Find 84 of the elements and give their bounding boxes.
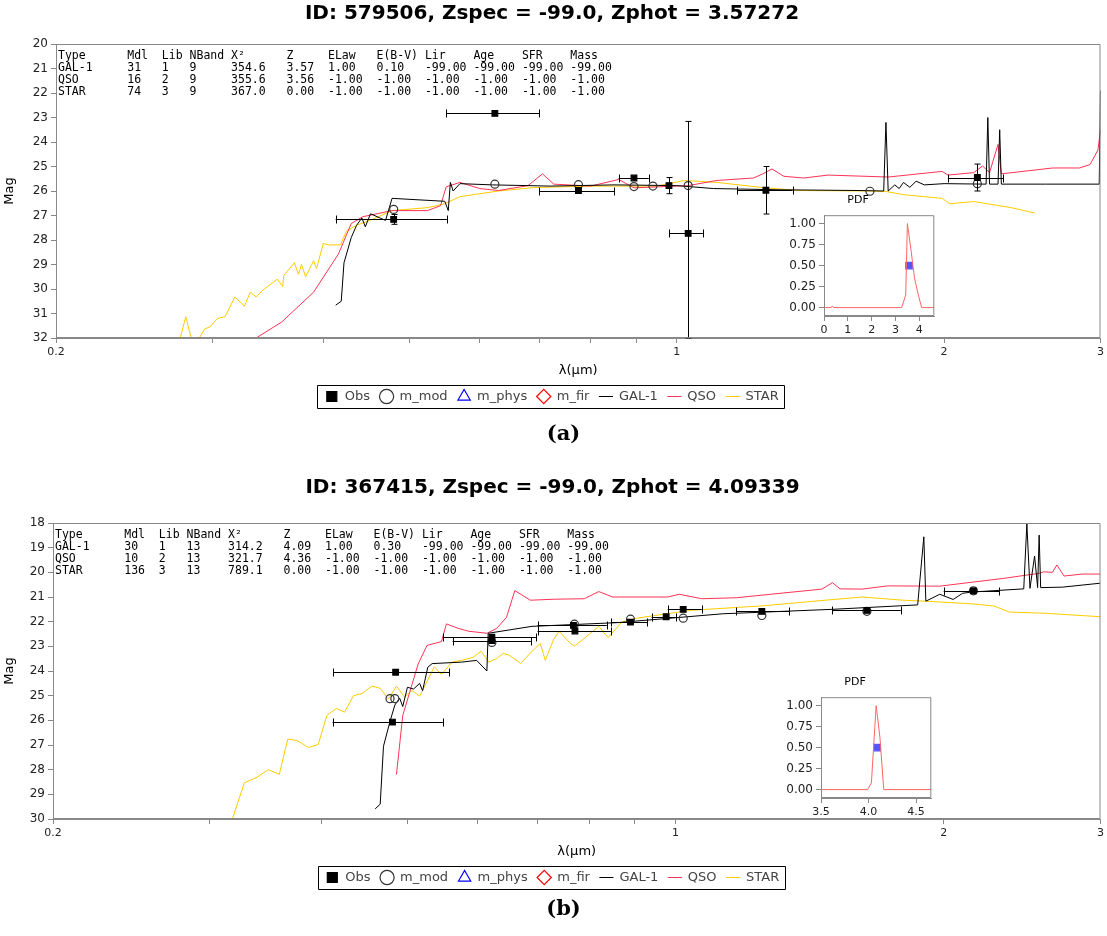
legend-label: STAR [745,387,779,403]
x-tick-label: 1 [672,826,680,840]
y-tick-label: 30 [32,281,48,296]
legend-label: m_mod [399,387,448,403]
y-tick-label: 22 [29,613,45,628]
y-tick-label: 22 [32,85,48,100]
x-tick-label: 0.2 [44,826,62,840]
y-tick-label: 0.25 [789,278,816,293]
y-tick-label: 27 [29,737,45,752]
x-tick-label: 1 [844,323,852,337]
text: (b) [546,895,581,920]
y-tick-label: 29 [32,256,48,271]
x-tick-label: 4.5 [907,805,925,819]
chart-title: ID: 579506, Zspec = -99.0, Zphot = 3.57272 [304,0,800,25]
y-tick-label: 21 [29,589,45,604]
y-tick-label: 20 [32,36,48,51]
legend-label: QSO [687,868,717,884]
annotation: QSO 10 2 13 321.7 4.36 -1.00 -1.00 -1.00 -1.00 -1.00 -1.00 [55,551,603,565]
y-tick-label: 1.00 [789,215,816,230]
legend-label: m_phys [477,868,528,884]
y-tick-label: 24 [29,663,45,678]
y-tick-label: 19 [29,539,45,554]
y-tick-label: 23 [29,638,45,653]
y-tick-label: 31 [32,305,48,320]
y-tick-label: 23 [32,109,48,124]
y-tick-label: 0.75 [789,236,816,251]
y-tick-label: 27 [32,207,48,222]
annotation: Type Mdl Lib NBand X² Z ELaw E(B-V) Lir Age SFR Mass [55,527,596,541]
legend-label: m_fir [557,868,591,884]
chart-title: PDF [847,193,869,207]
y-tick-label: 28 [32,232,48,247]
y-tick-label: 0.75 [786,718,813,733]
y-tick-label: 21 [32,60,48,75]
x-tick-label: 4 [915,323,923,337]
y-axis-title: Mag [1,657,17,685]
x-tick-label: 3 [1097,826,1104,840]
x-axis-title: λ(μm) [557,842,597,858]
legend-label: m_fir [556,387,591,403]
annotation: GAL-1 30 1 13 314.2 4.09 1.00 0.30 -99.00 -99.00 -99.00 -99.00 [55,539,609,553]
y-tick-label: 24 [32,134,48,149]
annotation: Type Mdl Lib NBand X² Z ELaw E(B-V) Lir Age SFR Mass [58,48,599,62]
y-tick-label: 26 [29,712,45,727]
x-tick-label: 2 [868,323,876,337]
x-tick-label: 0.2 [47,345,65,359]
x-tick-label: 2 [940,345,948,359]
text: (a) [546,420,581,445]
chart-title: ID: 367415, Zspec = -99.0, Zphot = 4.09339 [305,474,800,499]
y-tick-label: 0.00 [786,781,813,796]
y-tick-label: 25 [29,687,45,702]
y-tick-label: 20 [29,564,45,579]
x-tick-label: 3.5 [812,805,830,819]
annotation: GAL-1 31 1 9 354.6 3.57 1.00 0.10 -99.00 -99.00 -99.00 -99.00 [58,60,612,74]
legend-label: GAL-1 [619,868,659,884]
x-tick-label: 1 [673,345,681,359]
x-axis-title: λ(μm) [558,361,598,377]
y-tick-label: 29 [29,786,45,801]
legend-label: m_mod [400,868,449,884]
x-tick-label: 3 [891,323,899,337]
annotation: STAR 136 3 13 789.1 0.00 -1.00 -1.00 -1.00 -1.00 -1.00 -1.00 [55,563,603,577]
legend-label: Obs [344,387,371,403]
y-tick-label: 30 [29,811,45,826]
x-tick-label: 2 [940,826,948,840]
legend-label: m_phys [477,387,528,403]
annotation: STAR 74 3 9 367.0 0.00 -1.00 -1.00 -1.00 -1.00 -1.00 -1.00 [58,84,606,98]
y-tick-label: 28 [29,761,45,776]
legend-label: STAR [746,868,780,884]
y-tick-label: 0.00 [789,299,816,314]
legend-label: GAL-1 [618,387,658,403]
legend-label: QSO [687,387,717,403]
legend-label: Obs [345,868,371,884]
x-tick-label: 0 [820,323,828,337]
y-axis-title: Mag [1,177,17,205]
y-tick-label: 0.25 [786,760,813,775]
y-tick-label: 25 [32,158,48,173]
annotation: QSO 16 2 9 355.6 3.56 -1.00 -1.00 -1.00 -1.00 -1.00 -1.00 [58,72,606,86]
y-tick-label: 18 [29,515,45,530]
x-tick-label: 3 [1097,345,1104,359]
chart-title: PDF [844,675,866,689]
y-tick-label: 0.50 [789,257,816,272]
y-tick-label: 1.00 [786,697,813,712]
y-tick-label: 26 [32,183,48,198]
y-tick-label: 32 [32,330,48,345]
x-tick-label: 4.0 [859,805,878,819]
y-tick-label: 0.50 [786,739,813,754]
